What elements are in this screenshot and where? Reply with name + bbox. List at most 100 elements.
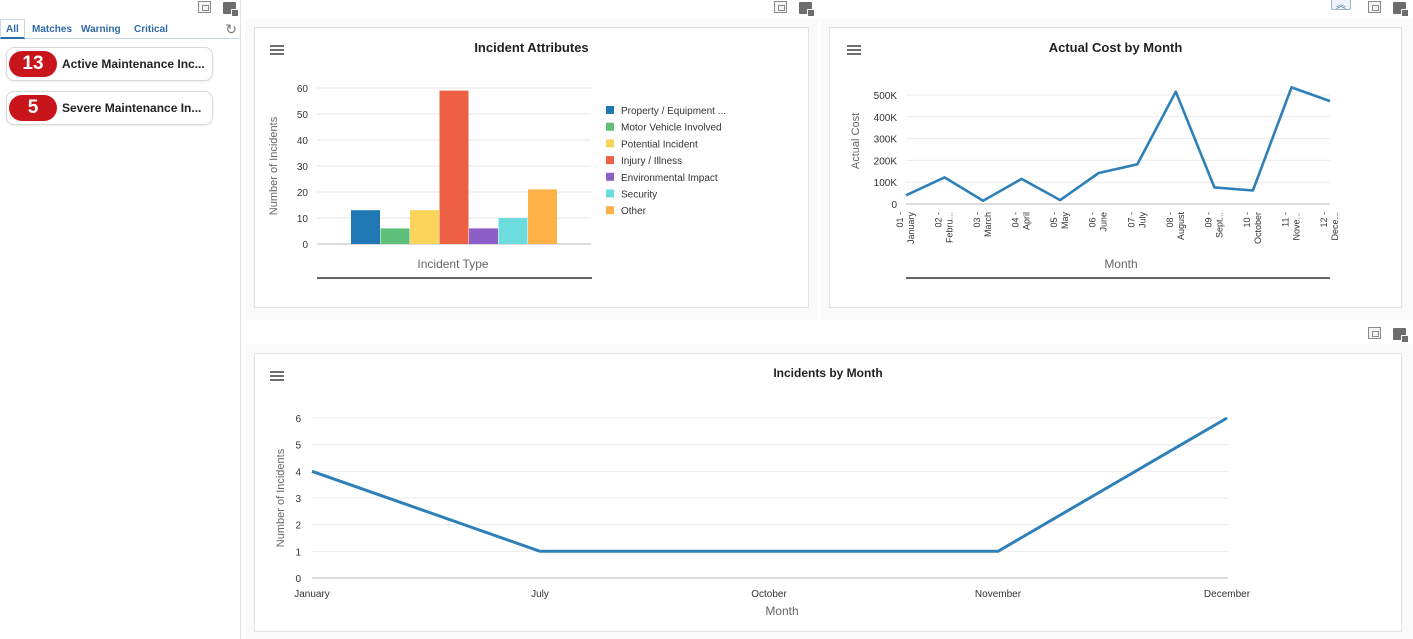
x-tick-label: 11 -	[1280, 212, 1290, 227]
x-tick-label: July	[1137, 212, 1147, 229]
y-tick-label: 6	[295, 414, 301, 425]
incidents-by-month-chart: 0 1 2 3 4 5 6 January July October November Decembe…	[275, 414, 1251, 618]
y-axis-label: Number of Incidents	[275, 448, 287, 547]
export-icon[interactable]	[799, 2, 815, 17]
y-tick-label: 40	[297, 136, 309, 147]
bar	[380, 228, 410, 244]
chart-title: Actual Cost by Month	[1048, 40, 1183, 55]
x-tick-label: 07 -	[1126, 212, 1136, 228]
legend-swatch	[606, 172, 614, 181]
x-tick-label: April	[1022, 212, 1032, 230]
legend-swatch	[606, 189, 614, 198]
incident-attributes-chart: 0 10 20 30 40 50 60 Number of Incidents Incident…	[268, 84, 726, 279]
y-tick-label: 0	[302, 240, 308, 251]
y-tick-label: 1	[295, 547, 301, 558]
x-tick-label: Dece...	[1330, 212, 1340, 241]
collapse-icon[interactable]	[1331, 0, 1351, 11]
y-tick-label: 200K	[874, 156, 898, 167]
y-tick-label: 10	[297, 214, 309, 225]
cost-line	[905, 86, 1331, 202]
legend-swatch	[606, 156, 614, 165]
tab-all[interactable]: All	[0, 19, 25, 39]
x-tick-label: 09 -	[1203, 212, 1213, 228]
expand-icon[interactable]	[1368, 1, 1381, 13]
chart-title: Incidents by Month	[773, 366, 883, 380]
legend-label: Injury / Illness	[621, 156, 682, 167]
legend-swatch	[606, 206, 614, 215]
x-tick-label: June	[1099, 212, 1109, 232]
expand-icon[interactable]	[198, 1, 211, 13]
x-tick-label: 05 -	[1049, 212, 1059, 228]
expand-icon[interactable]	[1368, 327, 1381, 339]
x-tick-label: 02 -	[934, 212, 944, 228]
legend-label: Property / Equipment ...	[621, 106, 726, 117]
export-icon[interactable]	[223, 2, 239, 17]
bar	[498, 218, 528, 244]
actual-cost-chart: 0 100K 200K 300K 400K 500K 01 - January 02 - Febr…	[850, 86, 1340, 279]
y-tick-label: 60	[297, 84, 309, 95]
x-tick-label: 08 -	[1165, 212, 1175, 228]
x-axis-label: Month	[765, 604, 798, 618]
alert-count-badge: 5	[9, 95, 57, 121]
y-tick-label: 3	[295, 494, 301, 505]
tab-critical[interactable]: Critical	[134, 24, 168, 35]
chart-menu-icon[interactable]	[270, 371, 284, 381]
x-tick-label: July	[531, 589, 549, 600]
alert-label: Severe Maintenance In...	[62, 101, 202, 115]
x-tick-label: 01 -	[895, 212, 905, 228]
alert-card-severe[interactable]: 5 Severe Maintenance In...	[6, 91, 213, 125]
alert-count-badge: 13	[9, 51, 57, 77]
alert-filter-tabs: All Matches Warning Critical ↻	[0, 19, 241, 39]
legend-label: Potential Incident	[621, 139, 698, 150]
legend-swatch	[606, 106, 614, 114]
chart-menu-icon[interactable]	[270, 45, 284, 55]
y-tick-label: 500K	[874, 91, 898, 102]
x-tick-label: Febru...	[945, 212, 955, 243]
x-tick-label: May	[1060, 212, 1070, 230]
chart-menu-icon[interactable]	[847, 45, 861, 55]
x-tick-label: January	[294, 589, 330, 600]
legend-label: Environmental Impact	[621, 173, 718, 184]
tile-toolbar	[821, 0, 1413, 17]
refresh-icon[interactable]: ↻	[225, 21, 237, 37]
y-tick-label: 4	[295, 467, 301, 478]
x-tick-label: 04 -	[1011, 212, 1021, 228]
tab-matches[interactable]: Matches	[32, 24, 73, 35]
chart-title: Incident Attributes	[474, 40, 589, 55]
bar	[351, 210, 380, 244]
y-tick-label: 400K	[874, 113, 898, 124]
x-axis-label: Incident Type	[417, 257, 488, 271]
legend-swatch	[606, 122, 614, 131]
incident-attributes-card: Incident Attributes 0 10 20 30 40 50 60 Number …	[254, 27, 809, 308]
expand-icon[interactable]	[774, 1, 787, 13]
x-tick-label: Nove...	[1291, 212, 1301, 241]
tile-toolbar	[245, 326, 1413, 343]
x-tick-label: March	[983, 212, 993, 237]
x-tick-label: October	[1253, 212, 1263, 244]
alert-card-active[interactable]: 13 Active Maintenance Inc...	[6, 47, 213, 81]
bar	[439, 90, 469, 244]
legend-swatch	[606, 139, 614, 148]
x-tick-label: August	[1176, 212, 1186, 241]
y-tick-label: 0	[295, 574, 301, 585]
tab-warning[interactable]: Warning	[81, 24, 121, 35]
y-axis-label: Number of Incidents	[268, 116, 280, 215]
alerts-toolbar	[0, 0, 241, 17]
alerts-panel: All Matches Warning Critical ↻ 13 Active…	[0, 0, 241, 639]
export-icon[interactable]	[1393, 2, 1409, 17]
y-tick-label: 0	[891, 200, 897, 211]
actual-cost-card: Actual Cost by Month 0 100K 200K 300K 400K 50…	[829, 27, 1402, 308]
alert-label: Active Maintenance Inc...	[62, 57, 205, 71]
y-tick-label: 100K	[874, 178, 898, 189]
export-icon[interactable]	[1393, 328, 1409, 343]
bar	[469, 228, 498, 244]
y-tick-label: 20	[297, 188, 309, 199]
y-tick-label: 50	[297, 110, 309, 121]
x-tick-label: 12 -	[1319, 212, 1329, 228]
legend-label: Motor Vehicle Involved	[621, 123, 722, 134]
y-tick-label: 300K	[874, 135, 898, 146]
x-tick-label: Sept...	[1214, 212, 1224, 238]
legend-label: Other	[621, 206, 647, 217]
x-tick-label: October	[751, 589, 787, 600]
